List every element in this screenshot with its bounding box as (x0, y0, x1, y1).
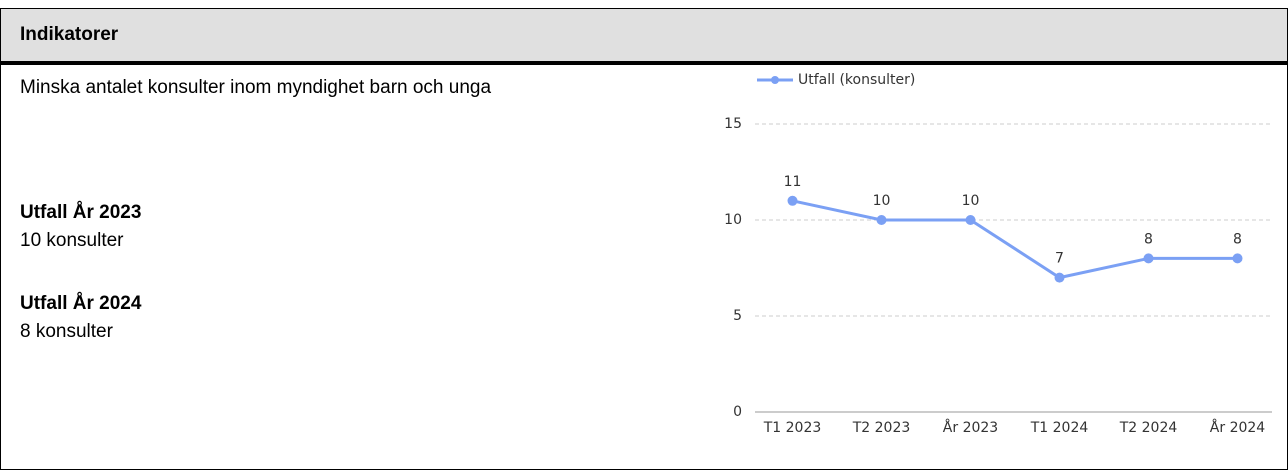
data-point (965, 215, 976, 225)
data-point (876, 215, 887, 225)
chart: 0 5 10 15 T1 2023 T2 2023 År 2023 T1 2024 T2 202… (724, 72, 1272, 436)
data-label: 11 (784, 174, 802, 190)
x-tick-label: T1 2023 (763, 420, 822, 436)
data-label: 8 (1233, 231, 1242, 247)
data-point (1232, 253, 1243, 264)
data-point (1054, 272, 1065, 283)
y-tick-label: 15 (724, 116, 742, 132)
y-tick-label: 0 (733, 404, 742, 420)
x-tick-label: År 2023 (943, 419, 998, 436)
x-tick-label: T1 2024 (1030, 420, 1089, 436)
result-value: 10 konsulter (20, 230, 124, 251)
y-tick-label: 10 (724, 212, 742, 228)
header-title: Indikatorer (20, 24, 119, 45)
series-line (792, 199, 1238, 280)
data-label: 7 (1055, 251, 1064, 267)
data-label: 8 (1144, 231, 1153, 247)
y-tick-label: 5 (733, 308, 742, 324)
x-tick-label: T2 2024 (1119, 420, 1178, 436)
data-point (1143, 253, 1154, 264)
data-label: 10 (962, 193, 980, 209)
result-label: Utfall År 2024 (20, 293, 142, 314)
page: Indikatorer Minska antalet konsulter ino… (0, 8, 1288, 470)
legend-label: Utfall (konsulter) (798, 72, 915, 88)
result-label: Utfall År 2023 (20, 202, 142, 223)
x-tick-label: År 2024 (1210, 419, 1266, 436)
description: Minska antalet konsulter inom myndighet … (20, 77, 492, 98)
panel: Indikatorer Minska antalet konsulter ino… (0, 8, 1288, 470)
x-tick-label: T2 2023 (852, 420, 911, 436)
data-point (787, 195, 798, 206)
result-value: 8 konsulter (20, 321, 113, 342)
data-label: 10 (873, 193, 891, 209)
legend-swatch (771, 76, 779, 84)
header: Indikatorer (1, 9, 1287, 65)
